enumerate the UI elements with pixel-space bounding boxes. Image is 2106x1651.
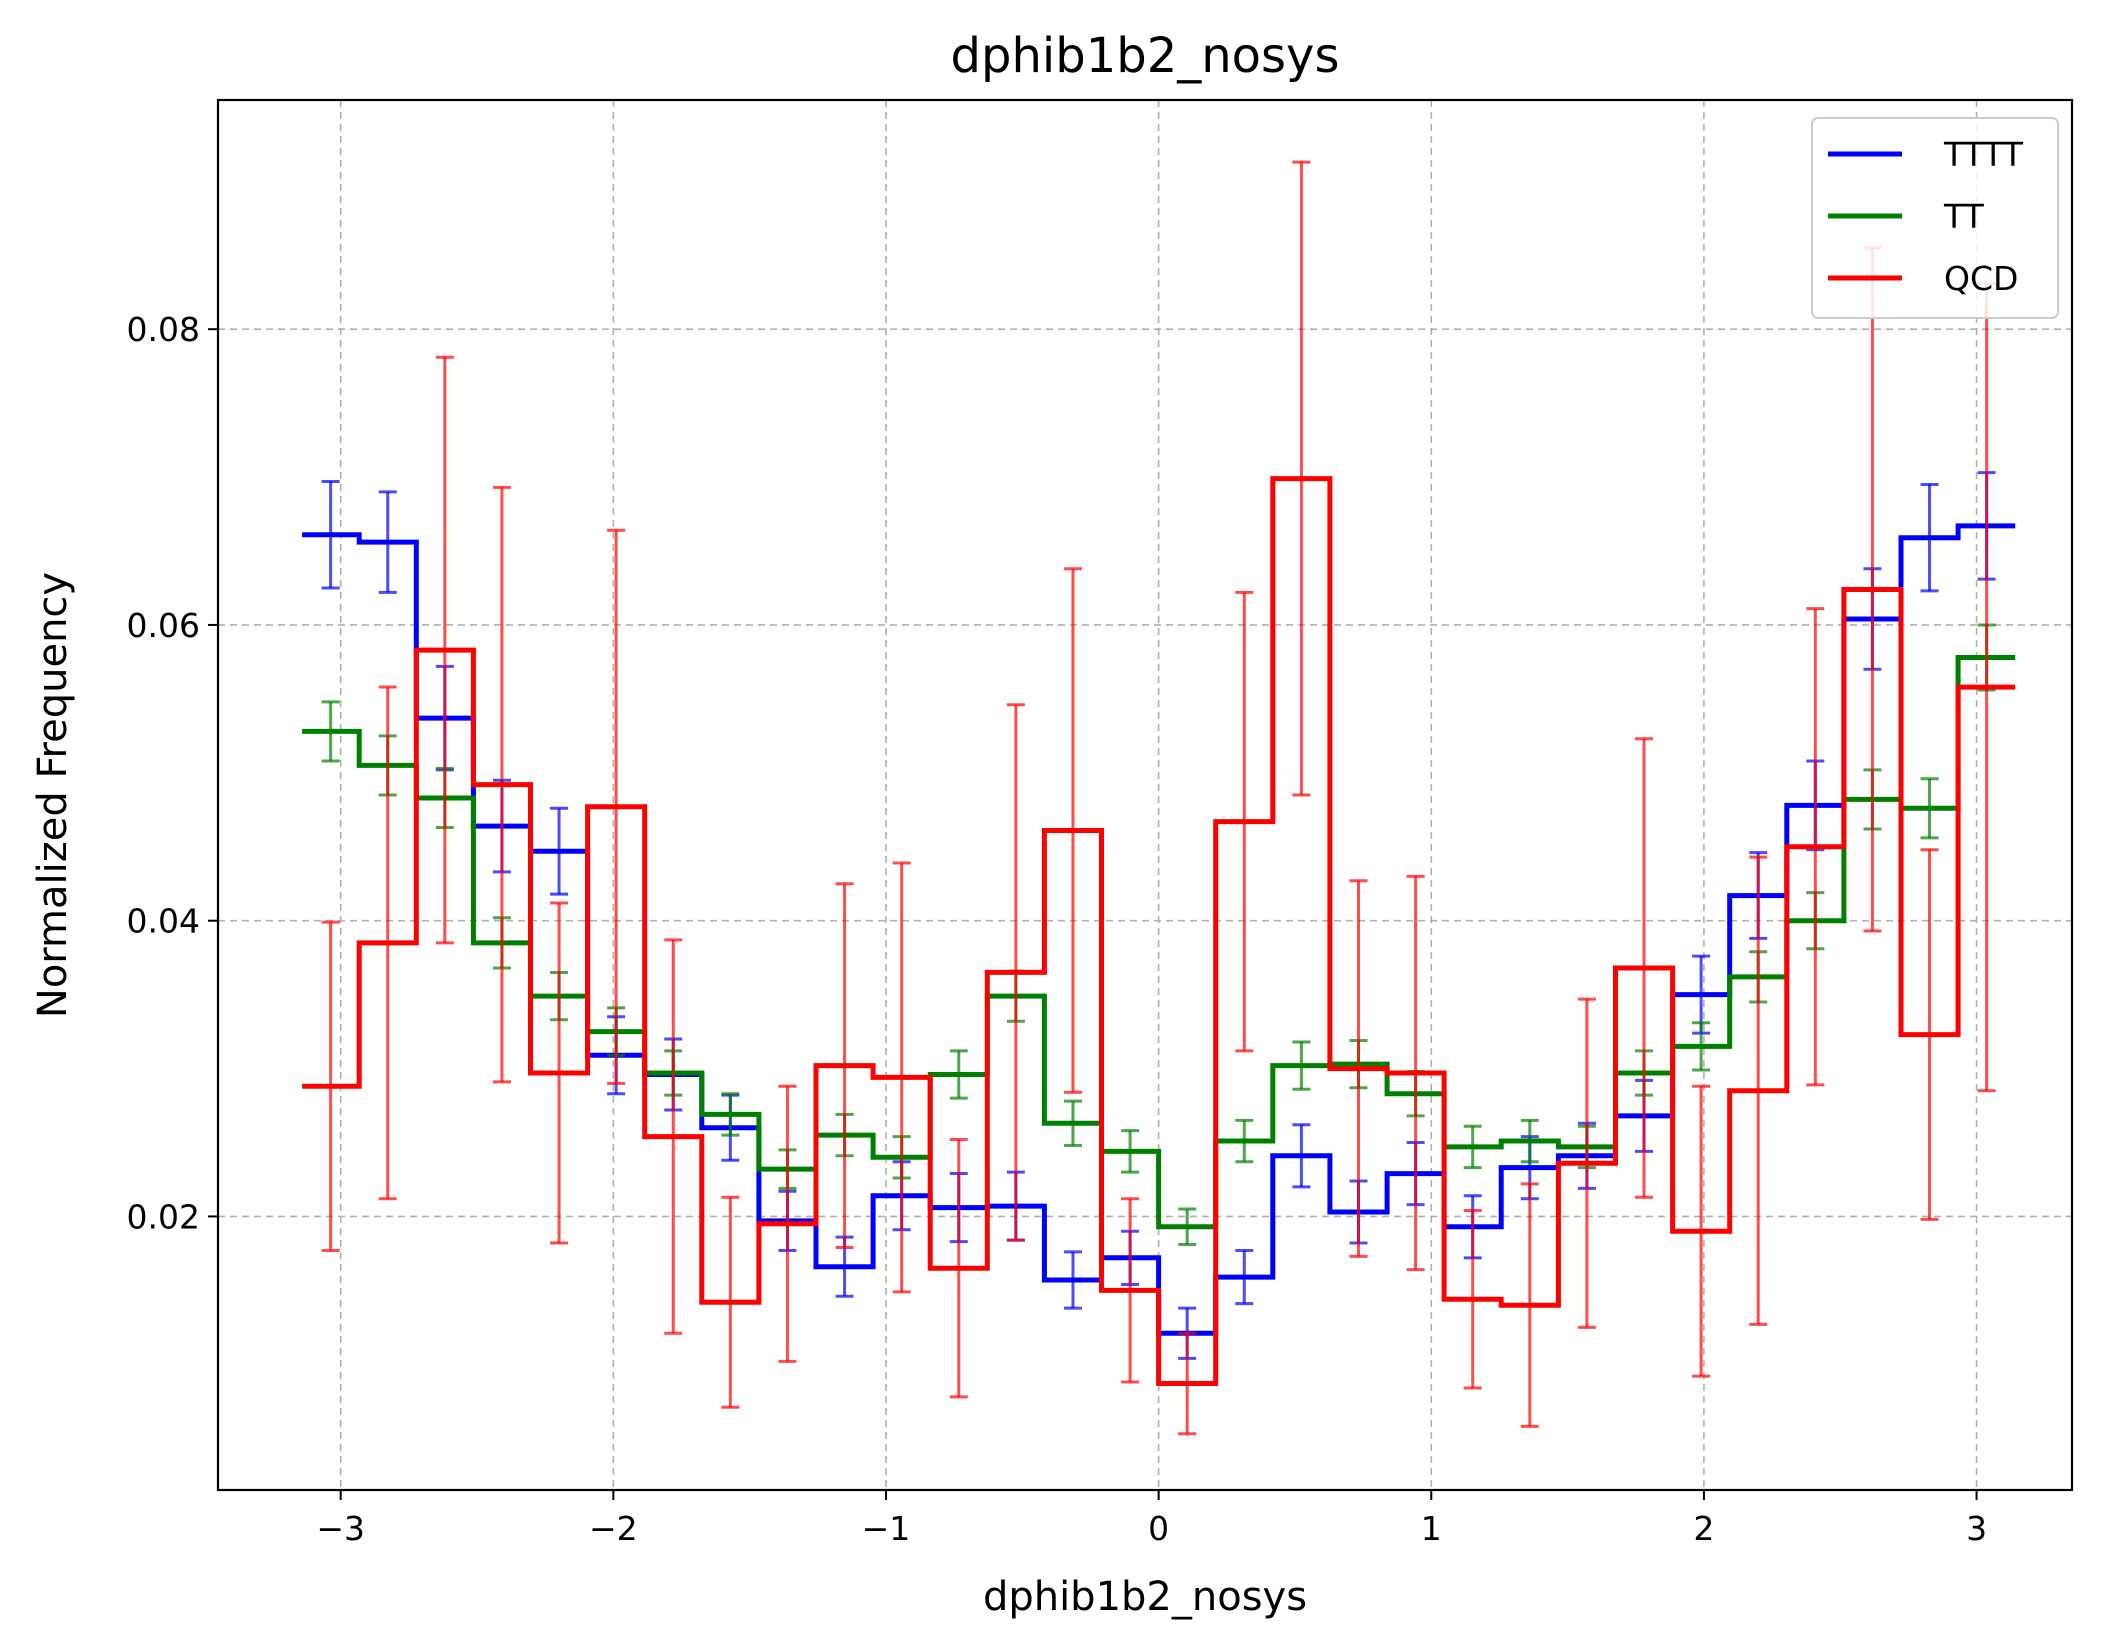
- x-tick-label: 1: [1421, 1509, 1442, 1548]
- axes-frame: [216, 98, 2074, 1492]
- y-tick-label: 0.04: [127, 902, 200, 941]
- x-tick-label: 2: [1693, 1509, 1714, 1548]
- legend-label-tttt: TTTT: [1943, 135, 2024, 174]
- series-step-line: [302, 476, 2016, 1386]
- x-axis-label: dphib1b2_nosys: [983, 1574, 1307, 1620]
- chart-title: dphib1b2_nosys: [951, 28, 1340, 84]
- legend-label-qcd: QCD: [1944, 259, 2018, 298]
- plot-data-layer: [302, 160, 2016, 1436]
- legend-box: [1811, 117, 2059, 319]
- y-tick-label: 0.08: [127, 310, 200, 349]
- x-tick-label: −3: [316, 1509, 365, 1548]
- x-tick-label: −1: [862, 1509, 911, 1548]
- x-tick-label: 0: [1148, 1509, 1169, 1548]
- legend-label-tt: TT: [1943, 197, 1985, 236]
- x-tick-label: 3: [1966, 1509, 1987, 1548]
- y-axis-label: Normalized Frequency: [30, 572, 76, 1018]
- y-tick-label: 0.06: [127, 606, 200, 645]
- x-tick-label: −2: [589, 1509, 638, 1548]
- grid: [218, 100, 2072, 1490]
- axis-ticks: −3 −2 −1 0 1 2 3 0.02 0.04 0.06 0.08: [127, 310, 1988, 1548]
- y-tick-label: 0.02: [127, 1197, 200, 1236]
- series-qcd: [302, 160, 2016, 1436]
